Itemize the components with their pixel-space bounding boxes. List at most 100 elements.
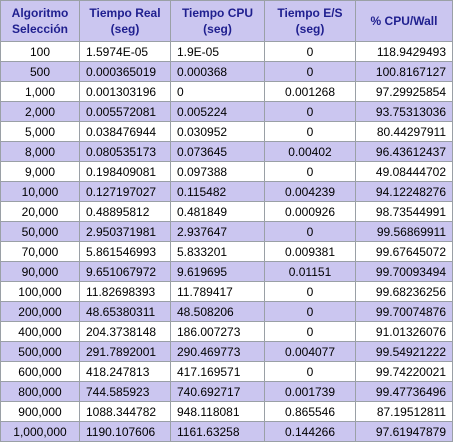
header-tiempo-es: Tiempo E/S (seg): [264, 0, 356, 42]
table-row: 10,000 0.127197027 0.115482 0.004239 94.1224…: [0, 181, 453, 202]
cell-tiempo-real: 2.950371981: [79, 221, 171, 242]
cell-cpu-wall: 96.43612437: [355, 141, 453, 162]
cell-tiempo-es: 0.865546: [264, 401, 356, 422]
cell-tiempo-es: 0.001739: [264, 381, 356, 402]
table-row: 800,000 744.585923 740.692717 0.001739 99.47…: [0, 381, 453, 402]
header-tiempo-cpu-line1: Tiempo CPU: [181, 6, 254, 20]
cell-tiempo-real: 0.005572081: [79, 101, 171, 122]
cell-cpu-wall: 118.9429493: [355, 41, 453, 62]
cell-tiempo-es: 0.00402: [264, 141, 356, 162]
header-tiempo-real-line1: Tiempo Real: [89, 6, 161, 20]
cell-cpu-wall: 99.54921222: [355, 341, 453, 362]
cell-tiempo-cpu: 0.030952: [170, 121, 265, 142]
table-header: Algoritmo Selección Tiempo Real (seg) Tiem…: [0, 0, 453, 42]
cell-tiempo-cpu: 417.169571: [170, 361, 265, 382]
cell-cpu-wall: 97.61947879: [355, 421, 453, 442]
cell-algoritmo: 5,000: [0, 121, 80, 142]
cell-tiempo-es: 0.009381: [264, 241, 356, 262]
cell-tiempo-real: 1190.107606: [79, 421, 171, 442]
cell-algoritmo: 100: [0, 41, 80, 62]
header-algoritmo: Algoritmo Selección: [0, 0, 80, 42]
cell-tiempo-real: 48.65380311: [79, 301, 171, 322]
cell-tiempo-cpu: 0.097388: [170, 161, 265, 182]
cell-tiempo-cpu: 0.000368: [170, 61, 265, 82]
header-tiempo-es-line1: Tiempo E/S: [277, 6, 343, 20]
cell-cpu-wall: 99.47736496: [355, 381, 453, 402]
cell-tiempo-real: 1.5974E-05: [79, 41, 171, 62]
cell-tiempo-real: 418.247813: [79, 361, 171, 382]
table-row: 100,000 11.82698393 11.789417 0 99.68236256: [0, 281, 453, 302]
cell-algoritmo: 70,000: [0, 241, 80, 262]
table-row: 500,000 291.7892001 290.469773 0.004077 99.5…: [0, 341, 453, 362]
cell-tiempo-real: 0.198409081: [79, 161, 171, 182]
cell-cpu-wall: 99.68236256: [355, 281, 453, 302]
cell-tiempo-es: 0: [264, 41, 356, 62]
cell-algoritmo: 400,000: [0, 321, 80, 342]
table-row: 1,000,000 1190.107606 1161.63258 0.144266 97…: [0, 421, 453, 442]
table-row: 2,000 0.005572081 0.005224 0 93.75313036: [0, 101, 453, 122]
cell-tiempo-real: 11.82698393: [79, 281, 171, 302]
cell-tiempo-cpu: 186.007273: [170, 321, 265, 342]
header-tiempo-cpu: Tiempo CPU (seg): [170, 0, 265, 42]
cell-cpu-wall: 87.19512811: [355, 401, 453, 422]
cell-tiempo-es: 0.01151: [264, 261, 356, 282]
cell-tiempo-es: 0.001268: [264, 81, 356, 102]
cell-tiempo-es: 0: [264, 101, 356, 122]
table-body: 100 1.5974E-05 1.9E-05 0 118.9429493 500 0.000…: [0, 41, 453, 442]
cell-algoritmo: 10,000: [0, 181, 80, 202]
cell-cpu-wall: 99.56869911: [355, 221, 453, 242]
cell-tiempo-es: 0: [264, 321, 356, 342]
cell-cpu-wall: 99.70074876: [355, 301, 453, 322]
header-algoritmo-line1: Algoritmo: [11, 6, 69, 20]
cell-algoritmo: 600,000: [0, 361, 80, 382]
cell-tiempo-real: 0.080535173: [79, 141, 171, 162]
header-tiempo-es-line2: (seg): [295, 22, 325, 36]
cell-tiempo-cpu: 48.508206: [170, 301, 265, 322]
cell-tiempo-cpu: 0.073645: [170, 141, 265, 162]
cell-tiempo-real: 0.48895812: [79, 201, 171, 222]
cell-tiempo-es: 0: [264, 121, 356, 142]
table-row: 50,000 2.950371981 2.937647 0 99.56869911: [0, 221, 453, 242]
table-row: 200,000 48.65380311 48.508206 0 99.70074876: [0, 301, 453, 322]
cell-tiempo-cpu: 290.469773: [170, 341, 265, 362]
cell-tiempo-real: 744.585923: [79, 381, 171, 402]
header-tiempo-real: Tiempo Real (seg): [79, 0, 171, 42]
cell-tiempo-real: 204.3738148: [79, 321, 171, 342]
cell-algoritmo: 50,000: [0, 221, 80, 242]
cell-tiempo-cpu: 2.937647: [170, 221, 265, 242]
cell-tiempo-es: 0.000926: [264, 201, 356, 222]
cell-tiempo-cpu: 1161.63258: [170, 421, 265, 442]
cell-algoritmo: 500,000: [0, 341, 80, 362]
cell-cpu-wall: 93.75313036: [355, 101, 453, 122]
header-algoritmo-line2: Selección: [11, 22, 69, 36]
table-row: 500 0.000365019 0.000368 0 100.8167127: [0, 61, 453, 82]
cell-algoritmo: 1,000: [0, 81, 80, 102]
cell-algoritmo: 2,000: [0, 101, 80, 122]
cell-cpu-wall: 94.12248276: [355, 181, 453, 202]
table-row: 9,000 0.198409081 0.097388 0 49.08444702: [0, 161, 453, 182]
cell-tiempo-es: 0.004077: [264, 341, 356, 362]
cell-cpu-wall: 80.44297911: [355, 121, 453, 142]
table-row: 20,000 0.48895812 0.481849 0.000926 98.73544…: [0, 201, 453, 222]
cell-tiempo-real: 9.651067972: [79, 261, 171, 282]
cell-tiempo-real: 291.7892001: [79, 341, 171, 362]
cell-algoritmo: 1,000,000: [0, 421, 80, 442]
cell-tiempo-cpu: 1.9E-05: [170, 41, 265, 62]
table-row: 100 1.5974E-05 1.9E-05 0 118.9429493: [0, 41, 453, 62]
cell-tiempo-es: 0: [264, 161, 356, 182]
header-row: Algoritmo Selección Tiempo Real (seg) Tiem…: [0, 0, 453, 42]
table-row: 1,000 0.001303196 0 0.001268 97.29925854: [0, 81, 453, 102]
cell-tiempo-es: 0.004239: [264, 181, 356, 202]
cell-tiempo-real: 0.127197027: [79, 181, 171, 202]
cell-tiempo-cpu: 0.005224: [170, 101, 265, 122]
cell-algoritmo: 9,000: [0, 161, 80, 182]
cell-algoritmo: 900,000: [0, 401, 80, 422]
cell-tiempo-cpu: 740.692717: [170, 381, 265, 402]
cell-cpu-wall: 91.01326076: [355, 321, 453, 342]
table-row: 8,000 0.080535173 0.073645 0.00402 96.436124…: [0, 141, 453, 162]
header-cpu-wall-line1: % CPU/Wall: [370, 14, 438, 28]
cell-tiempo-real: 5.861546993: [79, 241, 171, 262]
cell-tiempo-cpu: 0.115482: [170, 181, 265, 202]
